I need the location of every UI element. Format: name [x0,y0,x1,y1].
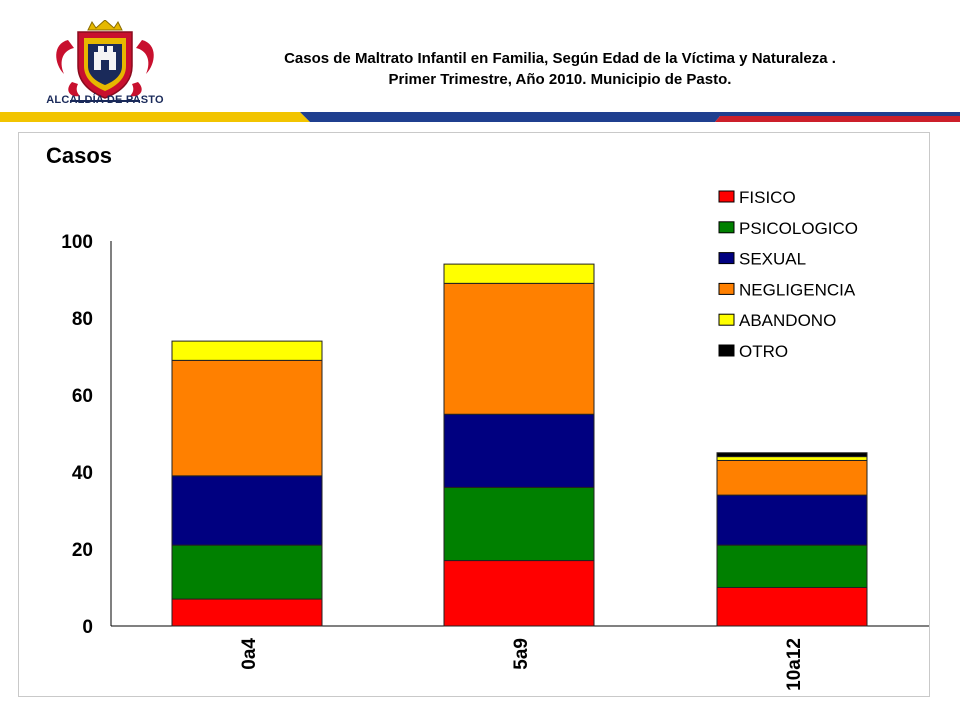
legend-label: PSICOLOGICO [739,219,858,238]
y-tick-label: 20 [72,540,93,561]
bar-segment-negligencia [443,282,595,415]
stacked-bar-chart: Casos 0 20 40 60 80 100 0a4 5a9 10a12 FISICO PSICOL… [46,143,929,691]
legend-swatch-fisico [718,190,735,203]
title-line-2: Primer Trimestre, Año 2010. Municipio de… [388,71,732,88]
y-tick-label: 0 [82,617,93,638]
bar-segment-fisico [716,587,868,627]
legend-swatch-negligencia [718,282,735,295]
legend-label: NEGLIGENCIA [739,280,856,299]
title-line-1: Casos de Maltrato Infantil en Familia, S… [284,50,836,67]
y-tick-label: 100 [61,232,93,253]
x-tick-label: 0a4 [239,638,260,670]
bar-segment-abandono [171,340,323,361]
bar-segment-abandono [443,263,595,284]
header-stripe [0,112,960,122]
bar-segment-fisico [443,560,595,627]
page-title: Casos de Maltrato Infantil en Familia, S… [190,48,930,90]
y-tick-label: 80 [72,309,93,330]
y-axis-title: Casos [46,143,112,168]
y-tick-label: 40 [72,463,93,484]
bar-segment-psicologico [171,544,323,600]
bar-segment-abandono [716,456,868,461]
y-tick-label: 60 [72,386,93,407]
bar-segment-psicologico [443,486,595,562]
logo-label: ALCALDÍA DE PASTO [46,94,164,106]
legend-swatch-abandono [718,313,735,326]
bar-segment-sexual [443,413,595,488]
legend-swatch-otro [718,344,735,357]
bar-segment-negligencia [716,459,868,496]
stripe-yellow [0,112,310,122]
chart-frame: Casos 0 20 40 60 80 100 0a4 5a9 10a12 FISICO PSICOL… [18,132,930,697]
x-tick-label: 5a9 [511,638,532,670]
stripe-red [715,116,960,122]
legend-label: OTRO [739,342,788,361]
bar-segment-psicologico [716,544,868,588]
legend-label: ABANDONO [739,311,836,330]
legend-swatch-psicologico [718,221,735,234]
bar-segment-fisico [171,598,323,627]
bar-segment-sexual [171,475,323,546]
coat-of-arms-icon [56,19,154,102]
stripe-blue [300,112,960,122]
alcaldia-logo [30,19,180,112]
x-tick-label: 10a12 [784,638,805,691]
bar-segment-sexual [716,494,868,546]
bar-segment-otro [716,452,868,458]
legend-label: SEXUAL [739,250,806,269]
bar-segment-negligencia [171,359,323,477]
legend-label: FISICO [739,188,796,207]
legend-swatch-sexual [718,252,735,265]
